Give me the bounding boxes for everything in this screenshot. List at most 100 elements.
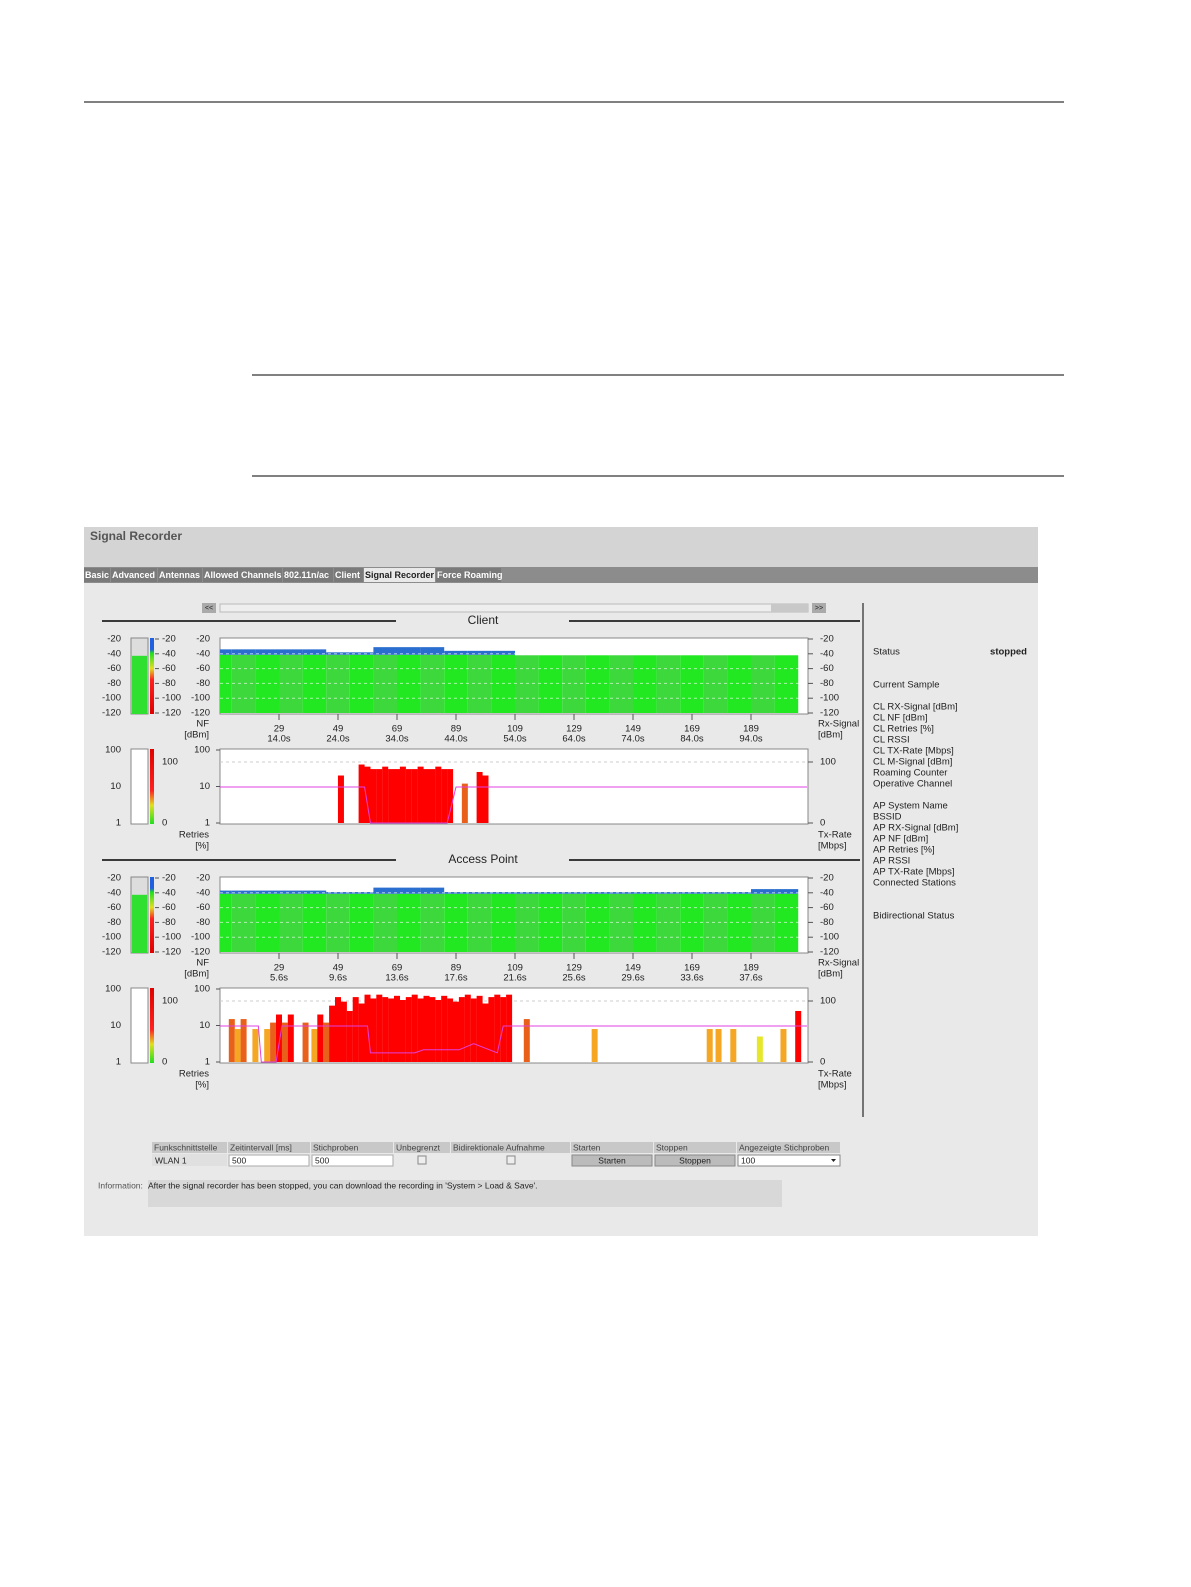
x-time-label: 84.0s: [680, 734, 703, 745]
tab-label[interactable]: Force Roaming: [437, 570, 503, 580]
tab-label[interactable]: Allowed Channels: [204, 570, 282, 580]
tab[interactable]: [436, 568, 501, 582]
button-label[interactable]: Stoppen: [679, 1155, 711, 1165]
status-label: Connected Stations: [873, 878, 956, 889]
settings-table: Funkschnittstelle Zeitintervall [ms] Stich…: [152, 1142, 841, 1167]
signal-bar: [302, 654, 327, 713]
retry-bar: [382, 766, 389, 823]
signal-bar-cap: [585, 892, 610, 894]
signal-bar: [562, 655, 586, 713]
retry-bar: [730, 1029, 737, 1062]
scroll-button[interactable]: [202, 603, 216, 613]
signal-tick-label: -80: [162, 917, 176, 928]
signal-tick-label: -60: [162, 663, 176, 674]
retry-bar: [441, 769, 448, 823]
axis-label: Tx-Rate: [818, 830, 852, 841]
tab[interactable]: [334, 568, 363, 582]
scroll-thumb[interactable]: [771, 604, 808, 612]
retry-bar: [340, 1001, 347, 1062]
signal-bar-cap: [302, 649, 327, 655]
signal-bar: [727, 893, 751, 952]
signal-bar-cap: [255, 890, 279, 894]
tab-label[interactable]: Advanced: [112, 570, 155, 580]
retry-bar: [591, 1029, 598, 1062]
signal-bar: [231, 893, 256, 952]
scroll-track[interactable]: [219, 603, 809, 613]
retry-tick-label: 100: [194, 984, 210, 995]
signal-bar: [633, 893, 657, 952]
signal-tick-label: -100: [820, 932, 839, 943]
tab[interactable]: [203, 568, 282, 582]
signal-bar-cap: [231, 649, 256, 655]
retry-bar: [276, 1014, 282, 1062]
tab[interactable]: [111, 568, 157, 582]
signal-bar-cap: [349, 652, 374, 655]
signal-tick-label: -80: [196, 917, 210, 928]
button[interactable]: [571, 1154, 653, 1167]
checkbox[interactable]: [417, 1155, 427, 1165]
axis-label: [%]: [195, 1080, 209, 1091]
tab[interactable]: [364, 568, 435, 582]
signal-tick-label: -60: [820, 902, 834, 913]
signal-bar-cap: [420, 887, 445, 894]
signal-bar-cap: [220, 649, 232, 655]
retries-legend: [130, 748, 149, 825]
retry-bar: [756, 1036, 763, 1062]
signal-tick-label: -60: [196, 902, 210, 913]
tab-label[interactable]: Antennas: [159, 570, 200, 580]
scroll-right[interactable]: >>: [815, 605, 823, 612]
signal-bar: [220, 893, 232, 952]
status-label: Roaming Counter: [873, 768, 947, 779]
signal-tick-label: -40: [196, 648, 210, 659]
tab[interactable]: [84, 568, 110, 582]
retry-bar: [394, 769, 400, 823]
retry-bar: [411, 769, 418, 823]
signal-tick-label: -20: [820, 873, 834, 884]
retry-bar: [441, 995, 448, 1062]
tab[interactable]: [158, 568, 202, 582]
retry-bar: [405, 997, 412, 1062]
signal-tick-label: -120: [102, 947, 121, 958]
x-time-label: 13.6s: [385, 973, 408, 984]
retry-bar: [795, 1010, 802, 1062]
signal-tick-label: -20: [162, 634, 176, 645]
button-label[interactable]: Starten: [598, 1155, 626, 1165]
interval-value[interactable]: 500: [232, 1155, 246, 1165]
tab-label[interactable]: 802.11n/ac: [284, 570, 329, 580]
signal-tick-label: -40: [107, 887, 121, 898]
signal-tick-label: -80: [820, 917, 834, 928]
retry-bar: [335, 997, 341, 1062]
status-label: CL Retries [%]: [873, 724, 934, 735]
txrate-tick-label: 100: [162, 996, 178, 1007]
input[interactable]: [311, 1154, 394, 1167]
scroll-button[interactable]: [812, 603, 826, 613]
scroll-left[interactable]: <<: [205, 605, 213, 612]
retry-bar: [417, 998, 424, 1062]
tab-label[interactable]: Basic: [85, 570, 109, 580]
tab-label[interactable]: Client: [335, 570, 360, 580]
tab[interactable]: [283, 568, 333, 582]
button[interactable]: [654, 1154, 736, 1167]
retry-bar: [411, 994, 418, 1062]
retry-tick-label: 10: [110, 781, 121, 792]
samples-value[interactable]: 500: [315, 1155, 329, 1165]
signal-bar: [373, 654, 397, 713]
retry-tick-label: 1: [205, 1057, 210, 1068]
tab-label[interactable]: Signal Recorder: [365, 570, 435, 580]
signal-bar: [538, 655, 563, 713]
signal-tick-label: -20: [107, 634, 121, 645]
x-sample-label: 169: [684, 724, 700, 735]
window-header: [84, 527, 1038, 567]
input[interactable]: [228, 1154, 310, 1167]
x-time-label: 33.6s: [680, 973, 703, 984]
x-sample-label: 49: [333, 963, 344, 974]
txrate-line: [220, 1025, 808, 1063]
signal-tick-label: -20: [162, 873, 176, 884]
select-arrow[interactable]: [831, 1159, 836, 1162]
retry-bar: [464, 994, 471, 1062]
signal-bar: [231, 654, 256, 713]
select-value[interactable]: 100: [741, 1155, 755, 1165]
signal-tick-label: -20: [196, 873, 210, 884]
checkbox[interactable]: [506, 1155, 516, 1165]
select[interactable]: [737, 1154, 841, 1167]
